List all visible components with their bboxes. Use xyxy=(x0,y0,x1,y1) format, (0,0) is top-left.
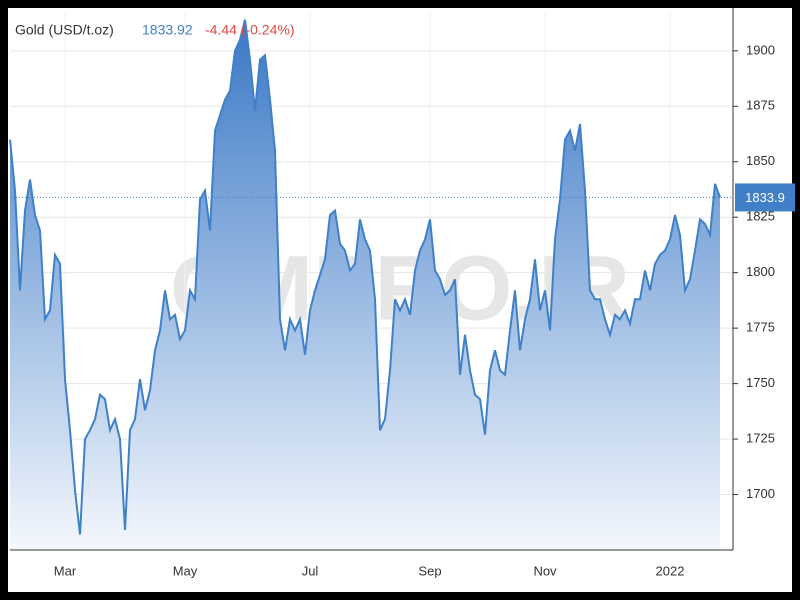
x-tick-label: May xyxy=(173,563,198,578)
y-tick-label: 1800 xyxy=(746,264,775,279)
x-tick-label: Mar xyxy=(54,563,77,578)
y-tick-label: 1825 xyxy=(746,209,775,224)
y-tick-label: 1775 xyxy=(746,320,775,335)
x-tick-label: Nov xyxy=(533,563,557,578)
y-tick-label: 1725 xyxy=(746,431,775,446)
y-tick-label: 1900 xyxy=(746,42,775,57)
area xyxy=(10,19,720,551)
y-tick-label: 1850 xyxy=(746,153,775,168)
x-tick-label: 2022 xyxy=(656,563,685,578)
change: -4.44 (-0.24%) xyxy=(205,22,294,38)
title: Gold (USD/t.oz) xyxy=(15,22,114,38)
last-price-badge xyxy=(735,183,795,212)
last-price-label: 1833.9 xyxy=(745,190,785,205)
y-tick-label: 1700 xyxy=(746,486,775,501)
line xyxy=(9,19,721,535)
x-tick-label: Jul xyxy=(302,563,319,578)
y-tick-label: 1750 xyxy=(746,375,775,390)
y-tick-label: 1875 xyxy=(746,98,775,113)
price: 1833.92 xyxy=(142,22,193,38)
x-tick-label: Sep xyxy=(418,563,441,578)
